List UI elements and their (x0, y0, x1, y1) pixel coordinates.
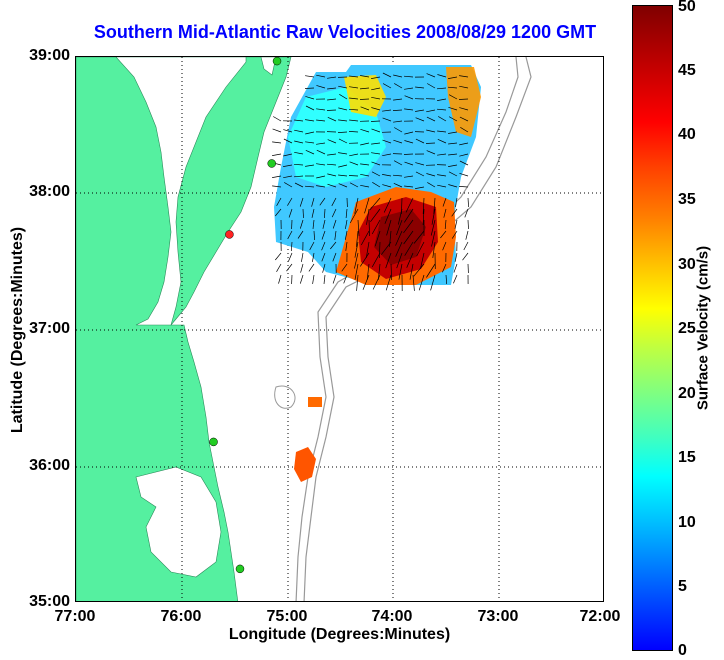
current-vector (313, 275, 314, 284)
current-vector (305, 88, 314, 89)
radar-station-marker[interactable] (210, 438, 218, 446)
colorbar-tick: 0 (678, 642, 687, 660)
colorbar-tick: 30 (678, 256, 696, 274)
y-axis-label: Latitude (Degrees:Minutes) (9, 227, 27, 433)
current-vector (459, 186, 468, 187)
current-vector (463, 253, 469, 260)
bathymetry-contour (275, 386, 295, 408)
y-tick-label: 39:00 (14, 47, 70, 65)
radar-station-marker[interactable] (225, 230, 233, 238)
colorbar-tick: 35 (678, 191, 696, 209)
x-tick-label: 75:00 (252, 608, 322, 626)
y-tick-label: 36:00 (14, 457, 70, 475)
current-vector (289, 253, 293, 261)
current-vector (301, 264, 303, 273)
current-vector (468, 198, 469, 207)
current-vector (275, 253, 281, 260)
current-vector (459, 99, 468, 100)
x-tick-label: 73:00 (463, 608, 533, 626)
current-vector (426, 143, 435, 144)
current-vector (468, 220, 469, 229)
plot-title: Southern Mid-Atlantic Raw Velocities 200… (0, 22, 690, 43)
colorbar-tick: 45 (678, 62, 696, 80)
current-vector (305, 76, 314, 77)
current-vector (300, 275, 303, 284)
current-vector (273, 117, 281, 122)
current-vector (453, 275, 457, 283)
radar-station-marker[interactable] (236, 565, 244, 573)
map-panel[interactable] (75, 56, 604, 602)
current-vector (464, 242, 468, 250)
velocity-patch (308, 397, 322, 407)
velocity-field (274, 65, 481, 482)
current-vector (279, 275, 282, 284)
current-vector (349, 176, 358, 177)
current-vector (309, 264, 314, 271)
current-vector (324, 275, 325, 284)
colorbar-tick: 50 (678, 0, 696, 16)
current-vector (371, 121, 380, 122)
y-tick-label: 38:00 (14, 183, 70, 201)
current-vector (303, 209, 304, 218)
current-vector (301, 253, 303, 262)
velocity-patch (294, 447, 316, 482)
colorbar-tick: 25 (678, 320, 696, 338)
colorbar-tick: 20 (678, 385, 696, 403)
current-vector (272, 154, 281, 156)
current-vector (360, 99, 369, 100)
current-vector (273, 129, 281, 132)
current-vector (466, 231, 468, 240)
current-vector (277, 264, 282, 272)
colorbar-label: Surface Velocity (cm/s) (695, 246, 712, 410)
current-vector (327, 110, 336, 111)
x-tick-label: 77:00 (40, 608, 110, 626)
x-tick-label: 72:00 (565, 608, 635, 626)
colorbar-tick: 10 (678, 514, 696, 532)
colorbar-tick: 5 (678, 578, 687, 596)
radar-station-marker[interactable] (273, 57, 281, 65)
x-tick-label: 76:00 (146, 608, 216, 626)
current-vector (455, 220, 457, 229)
current-vector (333, 275, 336, 284)
current-vector (272, 142, 281, 143)
map-canvas[interactable] (76, 57, 604, 602)
current-vector (404, 154, 413, 155)
colorbar-tick: 40 (678, 126, 696, 144)
current-vector (287, 264, 293, 271)
x-axis-label: Longitude (Degrees:Minutes) (75, 626, 604, 644)
colorbar (632, 5, 673, 651)
x-tick-label: 74:00 (357, 608, 427, 626)
colorbar-tick: 15 (678, 449, 696, 467)
radar-station-marker[interactable] (268, 159, 276, 167)
